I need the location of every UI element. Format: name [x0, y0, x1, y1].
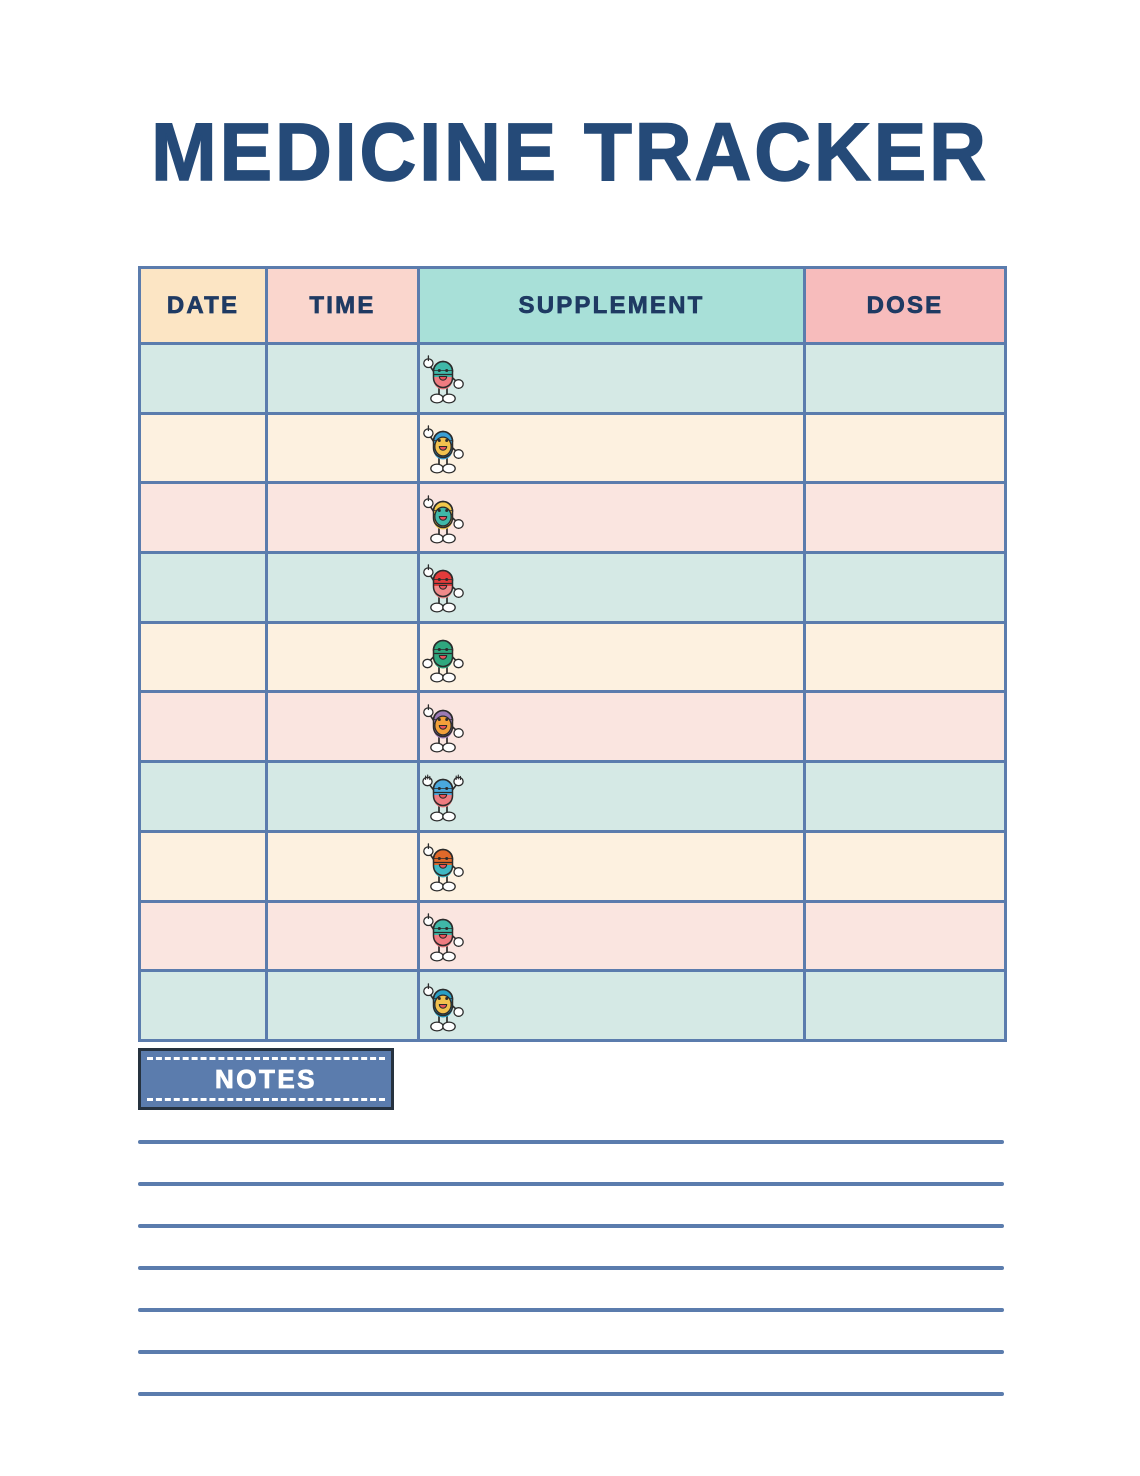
table-row — [138, 690, 1007, 764]
cell-supplement[interactable] — [417, 760, 806, 833]
cell-dose[interactable] — [803, 829, 1007, 903]
medicine-tracker-table: DATE TIME SUPPLEMENT DOSE — [138, 266, 1007, 1042]
column-header-supplement: SUPPLEMENT — [417, 266, 806, 345]
table-header: DATE TIME SUPPLEMENT DOSE — [138, 266, 1007, 345]
cell-supplement[interactable] — [417, 899, 806, 973]
column-header-time: TIME — [265, 266, 420, 345]
cell-supplement[interactable] — [417, 481, 806, 555]
cell-date[interactable] — [138, 969, 268, 1042]
cell-date[interactable] — [138, 760, 268, 833]
cell-date[interactable] — [138, 690, 268, 764]
notes-line[interactable] — [138, 1224, 1004, 1228]
table-row — [138, 342, 1007, 415]
cell-time[interactable] — [265, 411, 420, 485]
cell-time[interactable] — [265, 342, 420, 415]
table-row — [138, 899, 1007, 973]
cell-supplement[interactable] — [417, 411, 806, 485]
cell-dose[interactable] — [803, 760, 1007, 833]
cell-supplement[interactable] — [417, 969, 806, 1042]
cell-time[interactable] — [265, 899, 420, 973]
cell-time[interactable] — [265, 481, 420, 555]
cell-supplement[interactable] — [417, 551, 806, 624]
pill-character-icon — [420, 628, 466, 686]
cell-date[interactable] — [138, 551, 268, 624]
cell-time[interactable] — [265, 620, 420, 694]
cell-date[interactable] — [138, 411, 268, 485]
cell-supplement[interactable] — [417, 829, 806, 903]
cell-dose[interactable] — [803, 411, 1007, 485]
column-header-date: DATE — [138, 266, 268, 345]
pill-character-icon — [420, 349, 466, 407]
cell-dose[interactable] — [803, 342, 1007, 415]
page-title: MEDICINE TRACKER — [150, 107, 989, 198]
pill-character-icon — [420, 419, 466, 477]
cell-dose[interactable] — [803, 899, 1007, 973]
notes-line[interactable] — [138, 1182, 1004, 1186]
cell-supplement[interactable] — [417, 342, 806, 415]
table-row — [138, 829, 1007, 903]
cell-date[interactable] — [138, 829, 268, 903]
cell-date[interactable] — [138, 899, 268, 973]
notes-line[interactable] — [138, 1266, 1004, 1270]
cell-time[interactable] — [265, 690, 420, 764]
pill-character-icon — [420, 698, 466, 756]
table-row — [138, 481, 1007, 555]
cell-dose[interactable] — [803, 620, 1007, 694]
notes-line[interactable] — [138, 1350, 1004, 1354]
cell-time[interactable] — [265, 551, 420, 624]
cell-time[interactable] — [265, 969, 420, 1042]
notes-writing-lines — [138, 1140, 1004, 1434]
column-header-dose: DOSE — [803, 266, 1007, 345]
notes-label-text: NOTES — [214, 1063, 318, 1094]
table-body — [138, 342, 1007, 1042]
notes-label-box: NOTES — [138, 1048, 394, 1110]
pill-character-icon — [420, 558, 466, 616]
notes-line[interactable] — [138, 1392, 1004, 1396]
cell-dose[interactable] — [803, 690, 1007, 764]
cell-date[interactable] — [138, 620, 268, 694]
cell-dose[interactable] — [803, 551, 1007, 624]
pill-character-icon — [420, 837, 466, 895]
table-row — [138, 411, 1007, 485]
pill-character-icon — [420, 489, 466, 547]
cell-supplement[interactable] — [417, 620, 806, 694]
table-row — [138, 620, 1007, 694]
cell-dose[interactable] — [803, 481, 1007, 555]
table-header-row: DATE TIME SUPPLEMENT DOSE — [138, 266, 1007, 345]
pill-character-icon — [420, 977, 466, 1035]
pill-character-icon — [420, 907, 466, 965]
cell-supplement[interactable] — [417, 690, 806, 764]
cell-time[interactable] — [265, 760, 420, 833]
pill-character-icon — [420, 767, 466, 825]
table-row — [138, 760, 1007, 833]
cell-date[interactable] — [138, 481, 268, 555]
notes-line[interactable] — [138, 1140, 1004, 1144]
table-row — [138, 551, 1007, 624]
notes-line[interactable] — [138, 1308, 1004, 1312]
cell-date[interactable] — [138, 342, 268, 415]
cell-dose[interactable] — [803, 969, 1007, 1042]
cell-time[interactable] — [265, 829, 420, 903]
table-row — [138, 969, 1007, 1042]
